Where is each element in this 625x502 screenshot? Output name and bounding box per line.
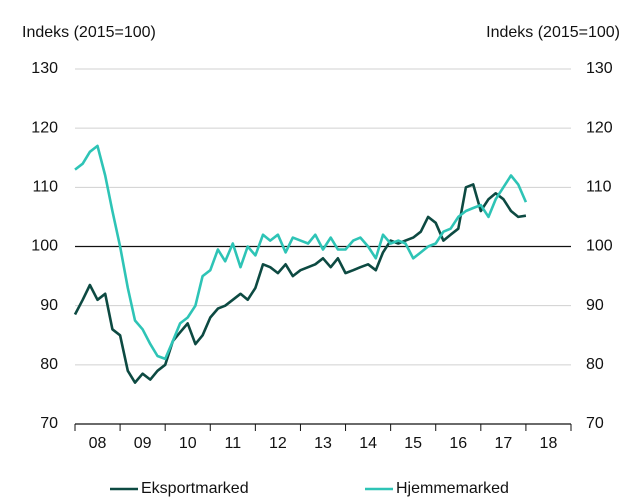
y-tick-label: 130 bbox=[31, 60, 58, 77]
x-tick-label: 11 bbox=[225, 435, 242, 452]
y2-tick-label: 90 bbox=[586, 297, 604, 314]
y-tick-label: 110 bbox=[32, 179, 58, 196]
x-tick-label: 09 bbox=[134, 435, 152, 452]
y2-tick-label: 80 bbox=[586, 356, 604, 373]
y2-axis-label: Indeks (2015=100) bbox=[486, 24, 620, 41]
x-tick-label: 12 bbox=[269, 435, 287, 452]
x-tick-label: 15 bbox=[404, 435, 422, 452]
y2-tick-label: 100 bbox=[586, 238, 613, 255]
y2-tick-label: 110 bbox=[586, 179, 612, 196]
y-tick-label: 70 bbox=[40, 415, 58, 432]
x-tick-label: 17 bbox=[494, 435, 512, 452]
y-tick-label: 80 bbox=[40, 356, 58, 373]
y-tick-label: 120 bbox=[31, 119, 58, 136]
series-line bbox=[73, 183, 527, 384]
x-tick-label: 18 bbox=[540, 435, 558, 452]
y-tick-label: 100 bbox=[31, 238, 58, 255]
y-axis-label: Indeks (2015=100) bbox=[22, 24, 156, 41]
x-tick-label: 16 bbox=[449, 435, 467, 452]
x-tick-label: 13 bbox=[314, 435, 332, 452]
y2-tick-label: 70 bbox=[586, 415, 604, 432]
y2-tick-label: 120 bbox=[586, 119, 613, 136]
x-tick-label: 10 bbox=[179, 435, 197, 452]
legend-label: Eksportmarked bbox=[141, 480, 249, 497]
x-tick-label: 14 bbox=[359, 435, 377, 452]
x-tick-label: 08 bbox=[89, 435, 107, 452]
series-line bbox=[74, 144, 528, 361]
y-tick-label: 90 bbox=[40, 297, 58, 314]
y2-tick-label: 130 bbox=[586, 60, 613, 77]
legend-label: Hjemmemarked bbox=[396, 480, 509, 497]
